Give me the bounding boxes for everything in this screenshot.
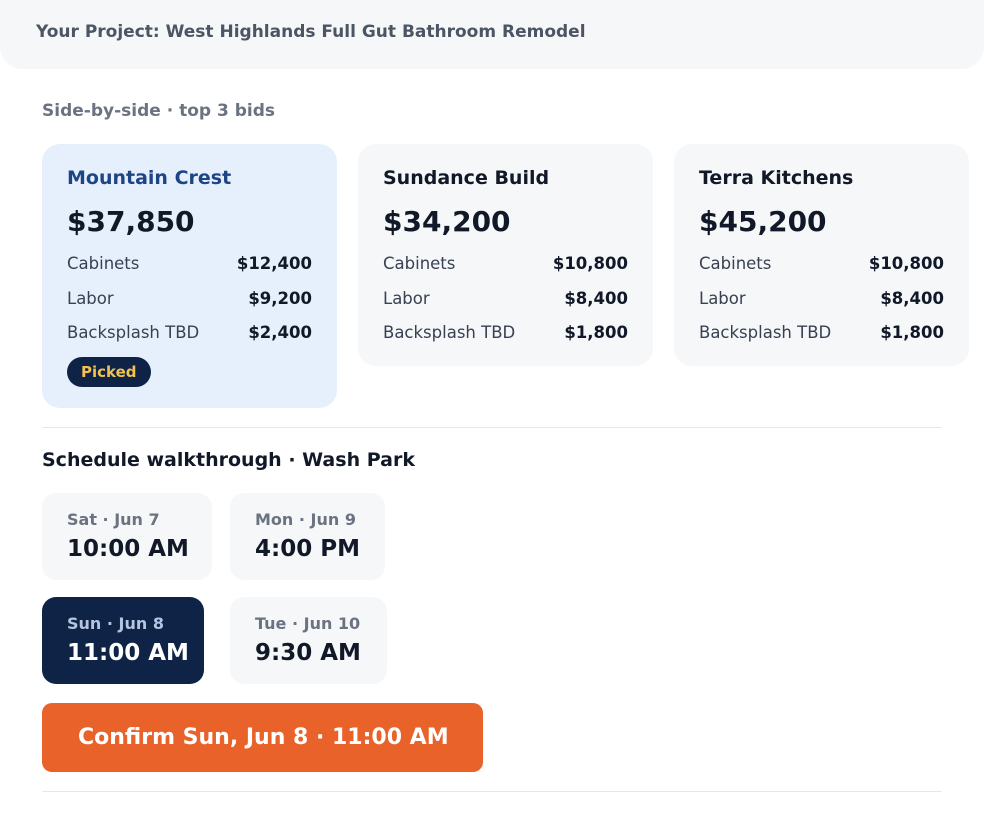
line-value: $8,400 [880, 289, 944, 308]
section-divider [42, 427, 942, 428]
bid-name: Mountain Crest [67, 167, 232, 189]
line-value: $2,400 [248, 323, 312, 342]
bid-line-backsplash: Backsplash TBD $1,800 [383, 323, 628, 345]
time-slot-mon-jun-9[interactable]: Mon · Jun 9 4:00 PM [230, 493, 385, 580]
line-label: Backsplash TBD [383, 323, 516, 342]
line-label: Cabinets [67, 254, 140, 273]
bid-line-labor: Labor $8,400 [699, 289, 944, 311]
confirm-button[interactable]: Confirm Sun, Jun 8 · 11:00 AM [42, 703, 483, 772]
bids-section-label: Side-by-side · top 3 bids [42, 101, 275, 121]
bid-total: $45,200 [699, 205, 827, 238]
bid-line-labor: Labor $8,400 [383, 289, 628, 311]
time-slot-sat-jun-7[interactable]: Sat · Jun 7 10:00 AM [42, 493, 212, 580]
slot-day: Sun · Jun 8 [67, 614, 164, 633]
bid-line-labor: Labor $9,200 [67, 289, 312, 311]
line-label: Labor [383, 289, 430, 308]
line-label: Backsplash TBD [699, 323, 832, 342]
slot-time: 4:00 PM [255, 536, 360, 562]
bid-line-backsplash: Backsplash TBD $2,400 [67, 323, 312, 345]
bid-line-cabinets: Cabinets $10,800 [699, 254, 944, 276]
bid-name: Terra Kitchens [699, 167, 854, 189]
bid-line-cabinets: Cabinets $10,800 [383, 254, 628, 276]
line-label: Cabinets [383, 254, 456, 273]
picked-badge: Picked [67, 357, 151, 387]
line-label: Cabinets [699, 254, 772, 273]
slot-time: 9:30 AM [255, 640, 361, 666]
line-value: $9,200 [248, 289, 312, 308]
line-value: $8,400 [564, 289, 628, 308]
line-label: Labor [67, 289, 114, 308]
line-value: $1,800 [880, 323, 944, 342]
schedule-title: Schedule walkthrough · Wash Park [42, 449, 415, 471]
project-title: Your Project: West Highlands Full Gut Ba… [36, 22, 586, 42]
bid-card-terra-kitchens[interactable]: Terra Kitchens $45,200 Cabinets $10,800 … [674, 144, 969, 366]
line-value: $10,800 [868, 254, 944, 273]
bid-line-cabinets: Cabinets $12,400 [67, 254, 312, 276]
bid-card-sundance-build[interactable]: Sundance Build $34,200 Cabinets $10,800 … [358, 144, 653, 366]
slot-time: 10:00 AM [67, 536, 189, 562]
bid-name: Sundance Build [383, 167, 550, 189]
slot-day: Mon · Jun 9 [255, 510, 356, 529]
bid-card-mountain-crest[interactable]: Mountain Crest $37,850 Cabinets $12,400 … [42, 144, 337, 408]
line-value: $10,800 [552, 254, 628, 273]
bid-line-backsplash: Backsplash TBD $1,800 [699, 323, 944, 345]
line-label: Backsplash TBD [67, 323, 200, 342]
bottom-divider [42, 791, 942, 792]
bid-total: $34,200 [383, 205, 511, 238]
line-value: $1,800 [564, 323, 628, 342]
line-label: Labor [699, 289, 746, 308]
line-value: $12,400 [236, 254, 312, 273]
slot-time: 11:00 AM [67, 640, 189, 666]
project-header: Your Project: West Highlands Full Gut Ba… [0, 0, 984, 69]
slot-day: Tue · Jun 10 [255, 614, 361, 633]
slot-day: Sat · Jun 7 [67, 510, 160, 529]
time-slot-tue-jun-10[interactable]: Tue · Jun 10 9:30 AM [230, 597, 387, 684]
time-slot-sun-jun-8[interactable]: Sun · Jun 8 11:00 AM [42, 597, 204, 684]
bid-total: $37,850 [67, 205, 195, 238]
